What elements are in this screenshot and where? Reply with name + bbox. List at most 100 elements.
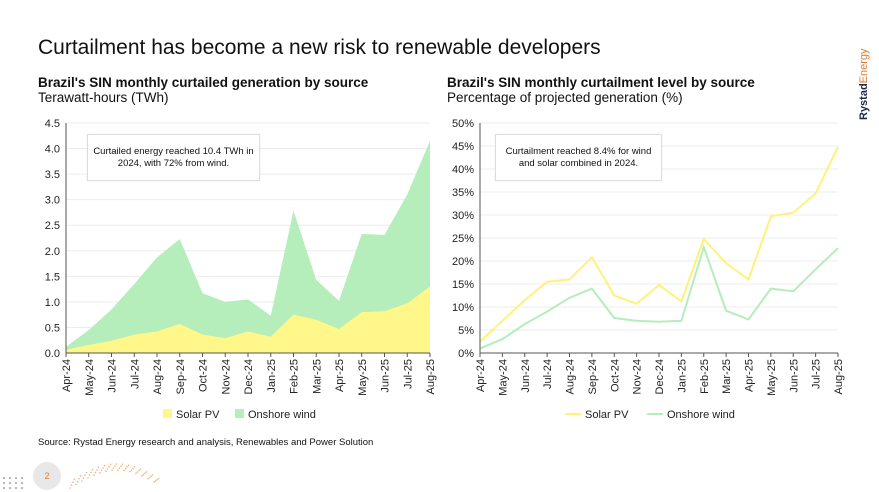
- left-chart-title: Brazil's SIN monthly curtailed generatio…: [38, 75, 369, 90]
- left-annotation: Curtailed energy reached 10.4 TWh in 202…: [87, 134, 260, 181]
- decor-dot: [127, 464, 130, 467]
- y-tick-label: 15%: [452, 279, 474, 291]
- decor-dot: [9, 482, 11, 484]
- decor-dot: [130, 469, 133, 471]
- decor-dot: [9, 487, 11, 489]
- y-tick-label: 3.0: [45, 195, 60, 207]
- decor-dot: [15, 487, 17, 489]
- x-tick-label: Dec-24: [654, 359, 666, 394]
- y-tick-label: 2.0: [45, 246, 60, 258]
- legend-label: Solar PV: [585, 409, 629, 421]
- decor-dot: [90, 471, 92, 474]
- decor-dot: [153, 481, 155, 483]
- decor-dot: [3, 487, 5, 489]
- page-number: 2: [33, 462, 61, 490]
- decor-dot: [81, 480, 83, 482]
- decor-dot: [114, 465, 116, 467]
- decor-dot: [100, 469, 103, 472]
- x-tick-label: Apr-24: [61, 359, 73, 392]
- decor-dot: [9, 477, 11, 479]
- x-tick-label: Jun-24: [107, 359, 119, 393]
- line-solar-pv: [479, 146, 839, 343]
- line-onshore-wind: [479, 243, 839, 350]
- x-tick-label: Feb-25: [289, 359, 301, 394]
- decor-dot: [87, 477, 89, 479]
- decor-dot: [108, 465, 110, 468]
- x-tick-label: Aug-25: [833, 359, 845, 394]
- slide-title: Curtailment has become a new risk to ren…: [38, 36, 601, 59]
- decor-dot: [148, 476, 151, 479]
- y-tick-label: 0%: [458, 348, 474, 360]
- x-tick-label: Sep-24: [175, 359, 187, 394]
- decor-dot: [84, 474, 86, 477]
- decor-dot: [111, 469, 113, 472]
- y-tick-label: 40%: [452, 164, 474, 176]
- y-tick-label: 45%: [452, 141, 474, 153]
- y-tick-label: 20%: [452, 256, 474, 268]
- legend-label: Onshore wind: [667, 409, 735, 421]
- decor-dot: [106, 468, 109, 470]
- decor-dot: [120, 465, 122, 467]
- decor-dot: [78, 477, 80, 480]
- x-tick-label: May-24: [84, 359, 96, 396]
- x-tick-label: Jul-25: [811, 359, 823, 389]
- y-tick-label: 3.5: [45, 169, 60, 181]
- decor-dot: [99, 472, 101, 474]
- x-tick-label: Apr-25: [334, 359, 346, 392]
- y-tick-label: 25%: [452, 233, 474, 245]
- x-tick-label: Feb-25: [699, 359, 711, 394]
- decor-dot: [3, 477, 5, 479]
- decor-dot: [132, 467, 134, 470]
- decor-dot: [105, 470, 107, 473]
- decor-dot: [154, 480, 157, 482]
- decor-dot: [15, 482, 17, 484]
- decor-dot: [21, 482, 23, 484]
- decor-dot: [151, 474, 154, 476]
- decor-dot: [156, 478, 158, 481]
- decor-dot: [142, 473, 145, 476]
- decor-dot: [94, 471, 97, 474]
- y-tick-label: 10%: [452, 302, 474, 314]
- right-chart-title: Brazil's SIN monthly curtailment level b…: [447, 75, 755, 90]
- decor-dot: [139, 468, 142, 470]
- y-tick-label: 35%: [452, 187, 474, 199]
- x-tick-label: Oct-24: [198, 359, 210, 392]
- decor-dot: [102, 467, 104, 469]
- decor-dot: [147, 477, 149, 480]
- decor-dot: [109, 463, 112, 466]
- y-tick-label: 30%: [452, 210, 474, 222]
- y-tick-label: 1.0: [45, 297, 60, 309]
- x-tick-label: Aug-25: [425, 359, 437, 394]
- decor-dot: [3, 482, 5, 484]
- left-chart-subtitle: Terawatt-hours (TWh): [38, 90, 169, 105]
- legend-swatch-0: [163, 409, 172, 418]
- decor-dot: [76, 480, 79, 483]
- right-chart-subtitle: Percentage of projected generation (%): [447, 90, 683, 105]
- decor-dot: [126, 466, 128, 468]
- decor-dot: [141, 475, 143, 477]
- decor-dot: [72, 481, 74, 484]
- decor-dot: [124, 467, 127, 470]
- decor-dot: [21, 477, 23, 479]
- area-solar-pv: [66, 286, 430, 353]
- decor-dot: [70, 484, 73, 486]
- y-tick-label: 5%: [458, 325, 474, 337]
- decor-dot: [15, 477, 17, 479]
- rystad-logo: RystadEnergy: [858, 48, 870, 120]
- x-tick-label: Jul-24: [129, 359, 141, 389]
- area-onshore-wind: [66, 140, 430, 353]
- right-annotation: Curtailment reached 8.4% for wind and so…: [495, 134, 662, 181]
- y-tick-label: 1.5: [45, 271, 60, 283]
- x-tick-label: Jul-25: [402, 359, 414, 389]
- y-tick-label: 4.5: [45, 118, 60, 130]
- decor-dot: [93, 474, 95, 476]
- x-tick-label: May-25: [357, 359, 369, 396]
- decor-dot: [73, 478, 76, 481]
- decor-dot: [75, 483, 77, 486]
- y-tick-label: 4.0: [45, 144, 60, 156]
- decor-dot: [82, 477, 85, 479]
- x-tick-label: Jul-24: [542, 359, 554, 389]
- source-note: Source: Rystad Energy research and analy…: [38, 437, 374, 448]
- decor-dot: [133, 466, 136, 468]
